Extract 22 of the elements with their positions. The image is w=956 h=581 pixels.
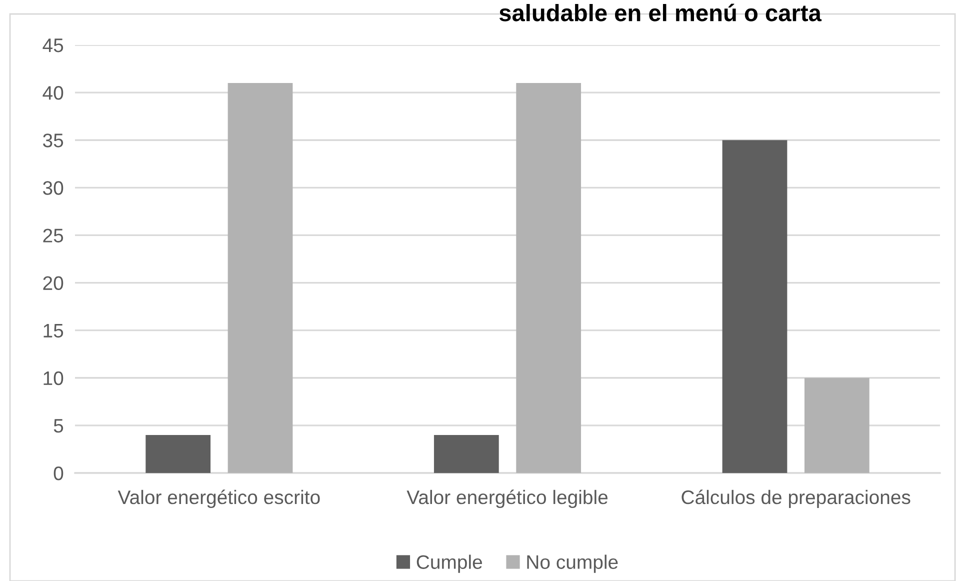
y-tick-label: 0 <box>54 466 64 480</box>
bar <box>434 434 499 473</box>
legend-label: No cumple <box>527 554 618 573</box>
y-tick-label: 15 <box>44 324 64 338</box>
y-tick-label: 5 <box>54 419 64 433</box>
chart-title: saludable en el menú o carta <box>499 4 822 22</box>
y-tick-label: 30 <box>43 181 64 195</box>
y-tick-label: 20 <box>43 276 64 290</box>
x-tick-label: Valor energético escrito <box>118 490 320 508</box>
y-tick-label: 45 <box>42 38 64 52</box>
bar <box>228 83 293 473</box>
legend-label: Cumple <box>416 554 482 573</box>
y-tick-label: 10 <box>44 371 64 386</box>
x-tick-label: Valor energético legible <box>406 490 608 508</box>
bar <box>146 434 211 473</box>
x-tick-label: Cálculos de preparaciones <box>682 490 910 508</box>
bar <box>516 83 582 473</box>
bar <box>804 378 870 473</box>
bar <box>722 140 788 473</box>
y-tick-label: 35 <box>43 134 64 148</box>
y-tick-label: 40 <box>42 86 64 100</box>
y-tick-label: 25 <box>43 228 64 242</box>
